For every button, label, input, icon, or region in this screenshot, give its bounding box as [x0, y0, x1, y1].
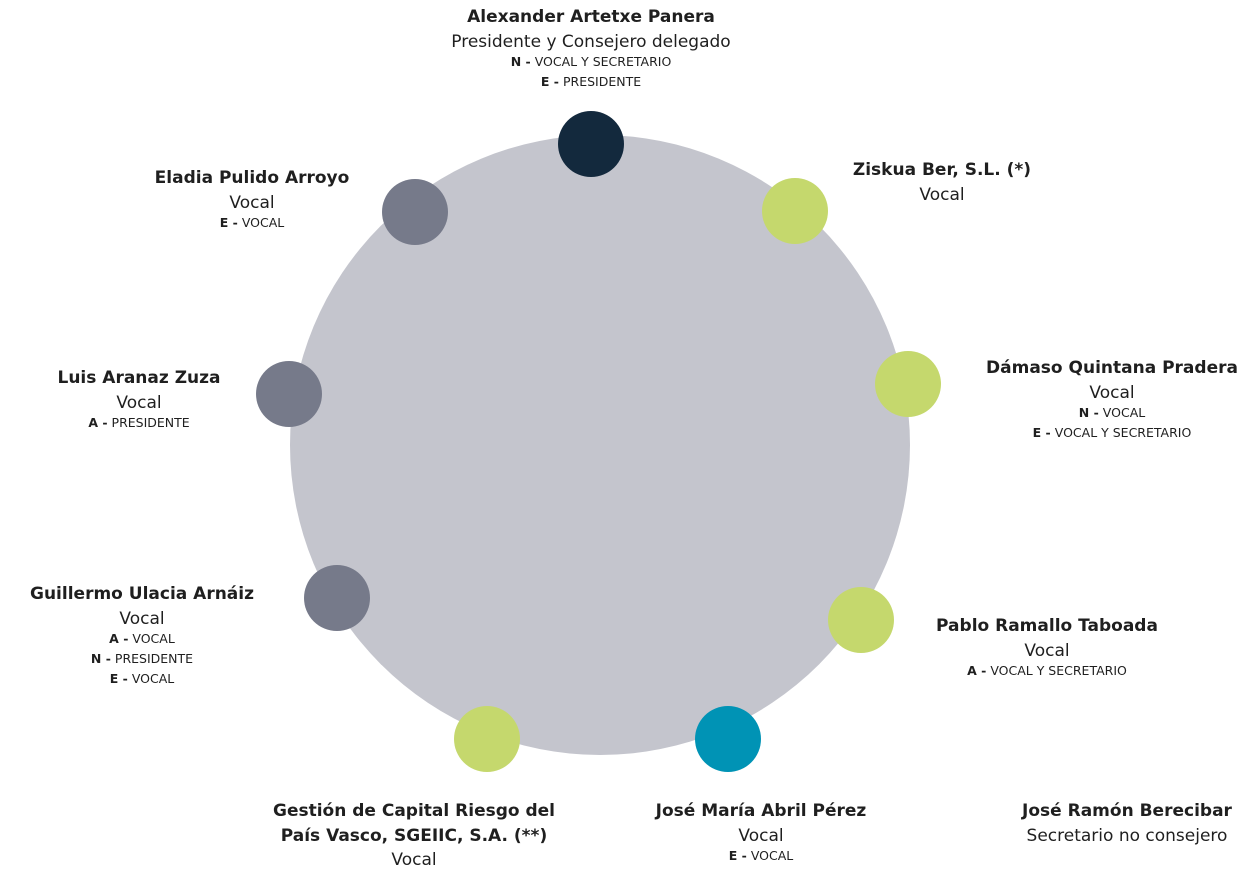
committee-code: E -	[110, 671, 128, 686]
committee-text: VOCAL Y SECRETARIO	[1055, 425, 1192, 440]
board-circle	[290, 135, 910, 755]
member-role: Vocal	[391, 850, 436, 870]
member-role: Vocal	[919, 185, 964, 205]
committee-code: E -	[729, 848, 747, 863]
member-name: Eladia Pulido Arroyo	[155, 168, 350, 188]
committee-code: E -	[541, 74, 559, 89]
committee-text: VOCAL	[242, 215, 284, 230]
member-dot	[828, 587, 894, 653]
member-dot	[454, 706, 520, 772]
member-name: Guillermo Ulacia Arnáiz	[30, 584, 254, 604]
committee-code: N -	[511, 54, 531, 69]
committee-text: VOCAL	[751, 848, 793, 863]
member-role: Vocal	[229, 193, 274, 213]
committee: E - VOCAL Y SECRETARIO	[1033, 425, 1192, 440]
member-role: Vocal	[1089, 383, 1134, 403]
member-name: País Vasco, SGEIIC, S.A. (**)	[281, 826, 547, 846]
member-name: Gestión de Capital Riesgo del	[273, 801, 555, 821]
member-role: Vocal	[116, 393, 161, 413]
committee: E - VOCAL	[220, 215, 285, 230]
committee-text: VOCAL	[1103, 405, 1145, 420]
member-name: Dámaso Quintana Pradera	[986, 358, 1238, 378]
member-name: Ziskua Ber, S.L. (*)	[853, 160, 1031, 180]
committee: N - VOCAL Y SECRETARIO	[511, 54, 672, 69]
member-dot	[875, 351, 941, 417]
committee-code: E -	[1033, 425, 1051, 440]
committee-text: PRESIDENTE	[115, 651, 193, 666]
member-dot	[382, 179, 448, 245]
member-name: Pablo Ramallo Taboada	[936, 616, 1158, 636]
committee-code: A -	[88, 415, 107, 430]
committee-code: N -	[1079, 405, 1099, 420]
committee: E - VOCAL	[729, 848, 794, 863]
committee-code: N -	[91, 651, 111, 666]
committee-text: PRESIDENTE	[112, 415, 190, 430]
committee: E - PRESIDENTE	[541, 74, 641, 89]
member-role: Vocal	[1024, 641, 1069, 661]
committee-code: A -	[109, 631, 128, 646]
member-dot	[304, 565, 370, 631]
committee: A - PRESIDENTE	[88, 415, 189, 430]
member-dot	[558, 111, 624, 177]
committee-text: VOCAL Y SECRETARIO	[990, 663, 1127, 678]
member-dot	[695, 706, 761, 772]
member-name: José María Abril Pérez	[655, 801, 867, 821]
committee-text: VOCAL Y SECRETARIO	[535, 54, 672, 69]
member-role: Presidente y Consejero delegado	[451, 32, 730, 52]
committee-text: VOCAL	[132, 631, 174, 646]
committee: N - VOCAL	[1079, 405, 1145, 420]
member-role: Vocal	[119, 609, 164, 629]
committee-text: PRESIDENTE	[563, 74, 641, 89]
committee-code: A -	[967, 663, 986, 678]
member-role: Secretario no consejero	[1027, 826, 1228, 846]
member-name: Alexander Artetxe Panera	[467, 7, 715, 27]
member-role: Vocal	[738, 826, 783, 846]
committee-text: VOCAL	[132, 671, 174, 686]
committee: A - VOCAL Y SECRETARIO	[967, 663, 1127, 678]
committee: A - VOCAL	[109, 631, 175, 646]
member-name: José Ramón Berecibar	[1021, 801, 1232, 821]
committee-code: E -	[220, 215, 238, 230]
committee: N - PRESIDENTE	[91, 651, 193, 666]
member-dot	[256, 361, 322, 427]
member-dot	[762, 178, 828, 244]
committee: E - VOCAL	[110, 671, 175, 686]
member-name: Luis Aranaz Zuza	[58, 368, 221, 388]
